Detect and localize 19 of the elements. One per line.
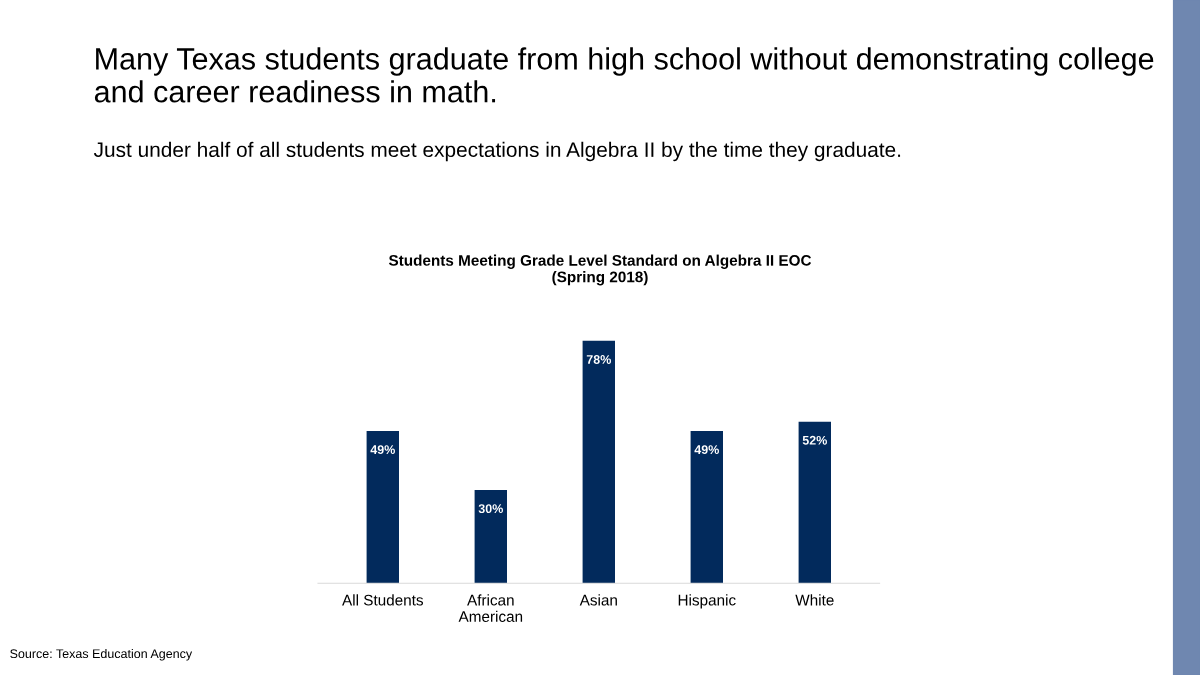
x-tick-label: White — [795, 594, 834, 606]
x-tick-label: African American — [458, 594, 523, 622]
data-label: 49% — [694, 445, 719, 455]
bar — [474, 489, 507, 584]
data-label: 78% — [586, 355, 611, 364]
data-label: 30% — [478, 504, 503, 514]
source-note: Source: Texas Education Agency — [10, 648, 193, 661]
data-label: 49% — [370, 445, 395, 455]
x-tick-label: Hispanic — [678, 594, 736, 609]
data-label: 52% — [802, 435, 827, 445]
bar — [798, 421, 831, 584]
text: Students Meeting Grade Level Standard on Algebra II EOC (Spring 2018) — [388, 254, 812, 286]
chart-title: Many Texas students graduate from high school without demonstrating college and career readiness in math. — [94, 47, 1154, 103]
bar — [582, 340, 615, 584]
bar — [690, 430, 723, 584]
bar — [366, 430, 399, 584]
x-tick-label: All Students — [342, 594, 424, 606]
chart-subtitle: Just under half of all students meet expectations in Algebra II by the time they graduate. — [93, 141, 901, 162]
x-tick-label: Asian — [579, 594, 617, 606]
